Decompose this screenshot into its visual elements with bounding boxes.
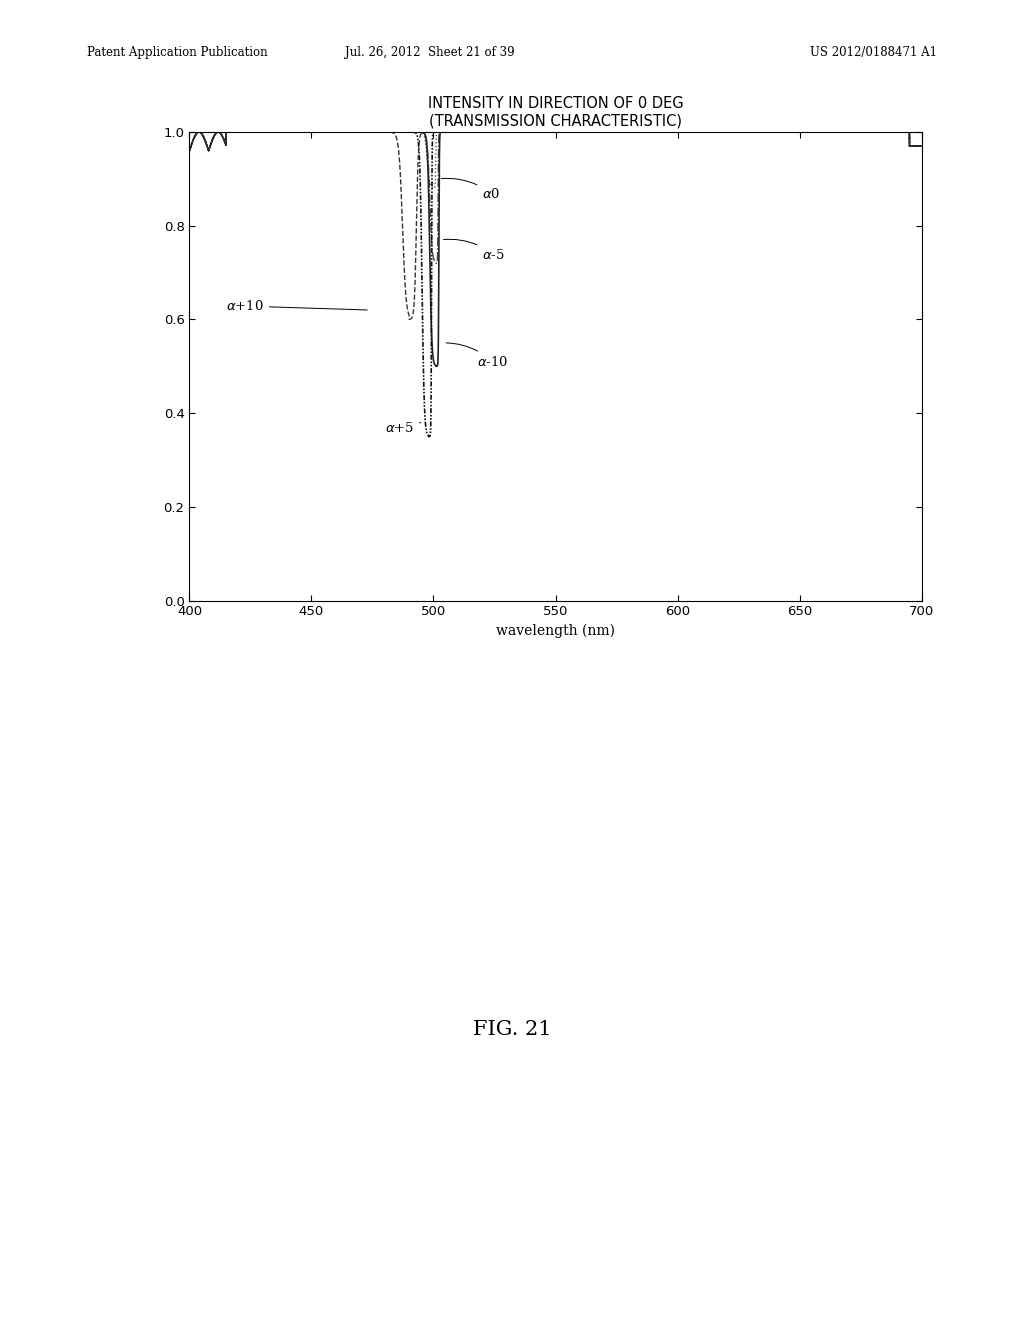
Text: FIG. 21: FIG. 21 xyxy=(473,1020,551,1039)
Text: $\alpha$+10: $\alpha$+10 xyxy=(226,300,368,313)
Title: INTENSITY IN DIRECTION OF 0 DEG
(TRANSMISSION CHARACTERISTIC): INTENSITY IN DIRECTION OF 0 DEG (TRANSMI… xyxy=(428,95,683,128)
Text: Jul. 26, 2012  Sheet 21 of 39: Jul. 26, 2012 Sheet 21 of 39 xyxy=(345,46,515,59)
X-axis label: wavelength (nm): wavelength (nm) xyxy=(496,624,615,639)
Text: $\alpha$+5: $\alpha$+5 xyxy=(385,421,421,434)
Text: $\alpha$-5: $\alpha$-5 xyxy=(443,239,505,261)
Text: $\alpha$-10: $\alpha$-10 xyxy=(446,343,509,370)
Text: $\alpha$0: $\alpha$0 xyxy=(441,178,501,201)
Text: Patent Application Publication: Patent Application Publication xyxy=(87,46,267,59)
Text: US 2012/0188471 A1: US 2012/0188471 A1 xyxy=(810,46,937,59)
